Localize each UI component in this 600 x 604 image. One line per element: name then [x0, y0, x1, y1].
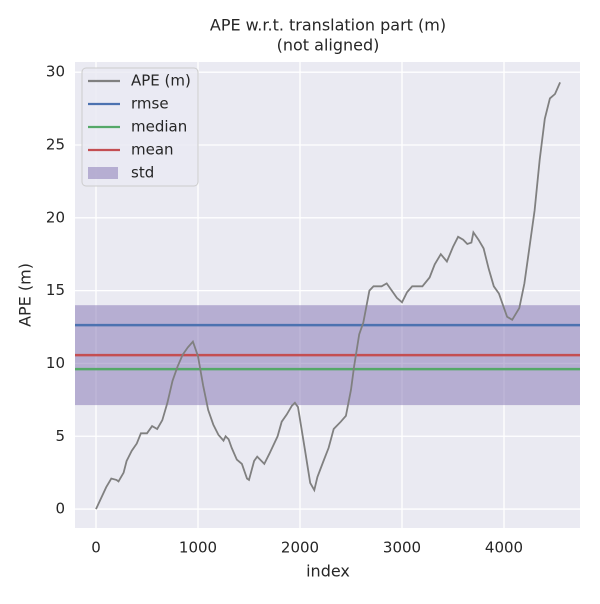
y-axis-label: APE (m)	[16, 263, 35, 327]
x-tick-label: 3000	[383, 539, 421, 557]
y-tick-label: 15	[46, 281, 65, 299]
ape-line	[95, 82, 561, 510]
y-tick-label: 20	[46, 208, 65, 226]
y-tick-label: 10	[46, 354, 65, 372]
y-tick-label: 5	[55, 427, 65, 445]
legend-label: mean	[131, 141, 174, 159]
legend-label: median	[131, 118, 187, 136]
x-axis-label: index	[306, 562, 350, 581]
legend-swatch	[88, 167, 118, 179]
y-tick-label: 30	[46, 63, 65, 81]
y-tick-label: 25	[46, 136, 65, 154]
x-tick-label: 0	[91, 539, 101, 557]
legend-label: APE (m)	[131, 72, 191, 90]
chart-title: APE w.r.t. translation part (m)	[210, 16, 446, 35]
y-tick-label: 0	[55, 500, 65, 518]
chart-subtitle: (not aligned)	[277, 36, 380, 55]
legend-label: std	[131, 164, 154, 182]
x-tick-label: 4000	[485, 539, 523, 557]
legend-box	[81, 67, 199, 187]
legend-label: rmse	[131, 95, 169, 113]
x-tick-label: 1000	[179, 539, 217, 557]
x-tick-label: 2000	[281, 539, 319, 557]
